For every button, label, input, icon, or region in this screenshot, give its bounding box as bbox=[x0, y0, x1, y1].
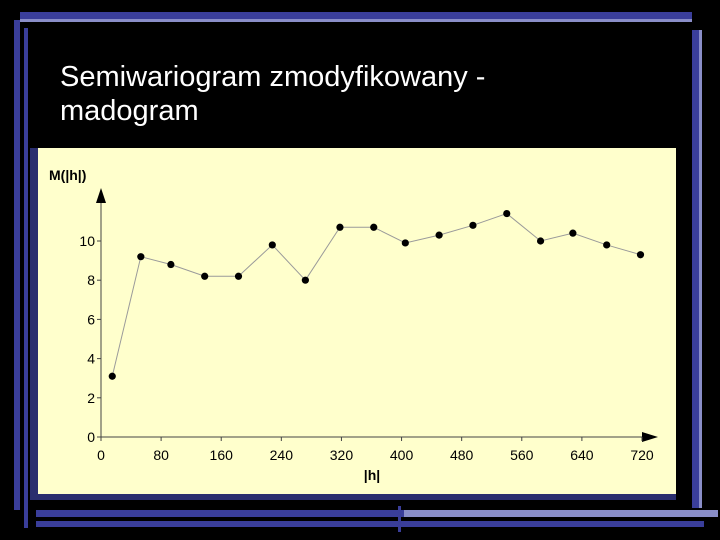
frame-left-bar-inner bbox=[24, 28, 28, 528]
chart-panel-edge-left bbox=[30, 148, 38, 500]
data-point bbox=[301, 276, 309, 284]
madogram-chart: 0 80 160 240 320 400 480 560 640 720 0 2 4 6 8 10 |h| M(|… bbox=[49, 167, 658, 483]
x-tick-label: 320 bbox=[330, 447, 354, 463]
frame-top-bar-light bbox=[20, 19, 692, 22]
x-tick-label: 480 bbox=[450, 447, 474, 463]
x-axis-arrow bbox=[642, 432, 658, 442]
x-tick-label: 720 bbox=[630, 447, 654, 463]
data-point bbox=[108, 372, 116, 380]
series-line bbox=[111, 212, 641, 377]
frame-bottom-bar-2 bbox=[36, 521, 704, 527]
data-point bbox=[268, 241, 276, 249]
x-tick-label: 0 bbox=[97, 447, 105, 463]
x-tick-label: 240 bbox=[270, 447, 294, 463]
data-point bbox=[201, 272, 209, 280]
x-tick-label: 160 bbox=[210, 447, 234, 463]
x-tick-label: 80 bbox=[153, 447, 169, 463]
y-tick-label: 10 bbox=[79, 233, 95, 249]
data-point bbox=[234, 272, 243, 280]
data-point bbox=[569, 229, 577, 237]
data-point bbox=[503, 209, 511, 218]
y-tick-label: 8 bbox=[87, 272, 95, 288]
data-point bbox=[435, 231, 443, 239]
data-point bbox=[137, 253, 145, 261]
frame-right-bar bbox=[692, 30, 699, 508]
frame-bottom-bar-light bbox=[404, 510, 718, 517]
data-point bbox=[336, 223, 344, 231]
frame-right-bar-light bbox=[699, 30, 702, 508]
chart-panel-edge-bottom bbox=[30, 494, 676, 500]
data-point bbox=[603, 241, 611, 249]
x-tick-label: 560 bbox=[510, 447, 534, 463]
data-point bbox=[401, 239, 409, 247]
x-axis-label: |h| bbox=[364, 467, 380, 483]
slide-title: Semiwariogram zmodyfikowany - madogram bbox=[60, 61, 486, 127]
y-tick-label: 6 bbox=[87, 311, 95, 327]
frame-top-bar bbox=[20, 12, 692, 19]
x-tick-label: 400 bbox=[390, 447, 414, 463]
chart-panel: 0 80 160 240 320 400 480 560 640 720 0 2 4 6 8 10 |h| M(|… bbox=[30, 148, 676, 500]
frame-left-bar bbox=[14, 20, 20, 510]
y-axis-label: M(|h|) bbox=[49, 167, 86, 183]
frame-bottom-bar bbox=[36, 510, 718, 517]
y-tick-label: 4 bbox=[87, 351, 95, 367]
y-tick-label: 0 bbox=[87, 429, 95, 445]
y-tick-label: 2 bbox=[87, 390, 95, 406]
data-point bbox=[636, 251, 645, 259]
frame-bottom-divider bbox=[398, 506, 401, 532]
data-point bbox=[370, 223, 378, 231]
data-point bbox=[469, 221, 477, 229]
x-tick-label: 640 bbox=[570, 447, 594, 463]
data-point bbox=[167, 260, 175, 269]
data-point bbox=[536, 237, 545, 245]
y-axis-arrow bbox=[96, 188, 106, 203]
